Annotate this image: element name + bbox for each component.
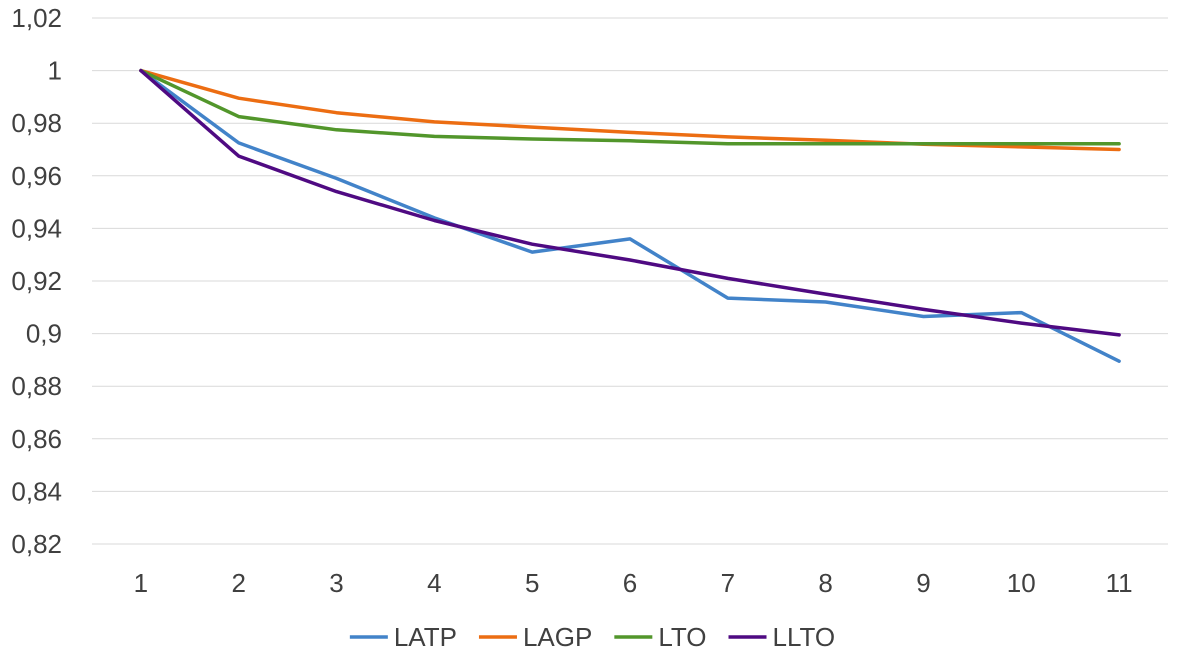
series-lines bbox=[139, 68, 1121, 363]
y-tick-label: 0,9 bbox=[26, 319, 62, 349]
legend-label: LLTO bbox=[773, 622, 836, 652]
x-tick-label: 7 bbox=[721, 568, 735, 598]
x-tick-label: 1 bbox=[134, 568, 148, 598]
x-tick-label: 10 bbox=[1007, 568, 1036, 598]
x-tick-label: 3 bbox=[329, 568, 343, 598]
x-tick-label: 5 bbox=[525, 568, 539, 598]
grid-lines bbox=[92, 17, 1168, 545]
legend-item-lto: LTO bbox=[614, 622, 707, 652]
legend: LATP LAGP LTO LLTO bbox=[349, 622, 836, 652]
legend-label: LATP bbox=[394, 622, 457, 652]
y-tick-label: 0,98 bbox=[11, 108, 62, 138]
x-tick-label: 9 bbox=[916, 568, 930, 598]
y-tick-label: 0,92 bbox=[11, 266, 62, 296]
legend-item-llto: LLTO bbox=[728, 622, 836, 652]
series-line-llto bbox=[139, 68, 1121, 337]
legend-label: LTO bbox=[658, 622, 706, 652]
x-tick-label: 6 bbox=[623, 568, 637, 598]
x-tick-label: 4 bbox=[427, 568, 441, 598]
x-tick-label: 11 bbox=[1106, 568, 1133, 598]
y-tick-label: 0,84 bbox=[11, 476, 62, 506]
y-tick-label: 0,94 bbox=[11, 213, 62, 243]
x-axis-tick-labels: 1 2 3 4 5 6 7 8 9 10 11 bbox=[134, 568, 1133, 598]
legend-item-lagp: LAGP bbox=[478, 622, 592, 652]
y-tick-label: 1,02 bbox=[11, 3, 62, 33]
series-line-lto bbox=[139, 68, 1121, 146]
y-axis-tick-labels: 0,82 0,84 0,86 0,88 0,9 0,92 0,94 0,96 0,98 1 1,02 bbox=[11, 3, 62, 559]
y-tick-label: 0,88 bbox=[11, 371, 62, 401]
y-tick-label: 0,96 bbox=[11, 161, 62, 191]
x-tick-label: 8 bbox=[818, 568, 832, 598]
y-tick-label: 0,86 bbox=[11, 424, 62, 454]
y-tick-label: 0,82 bbox=[11, 529, 62, 559]
y-tick-label: 1 bbox=[48, 56, 62, 86]
legend-label: LAGP bbox=[523, 622, 592, 652]
legend-item-latp: LATP bbox=[349, 622, 457, 652]
x-tick-label: 2 bbox=[231, 568, 245, 598]
series-line-lagp bbox=[139, 68, 1121, 152]
